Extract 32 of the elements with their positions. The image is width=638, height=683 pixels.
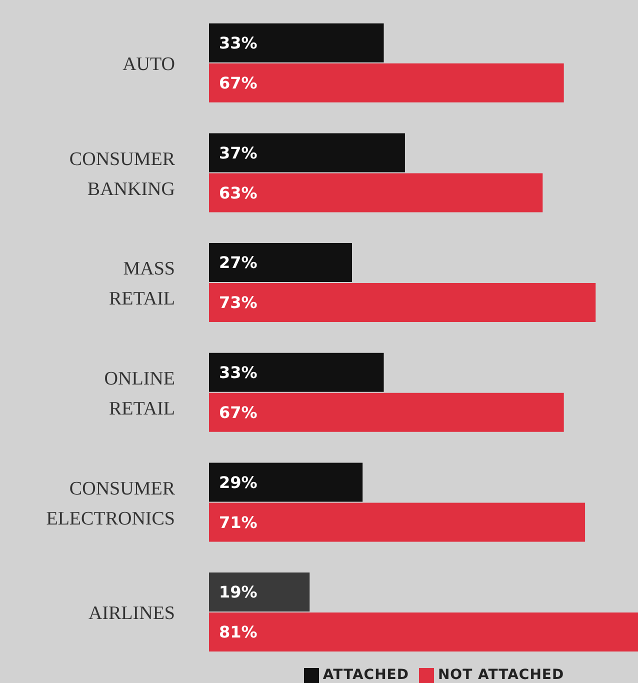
legend-label: ATTACHED — [322, 667, 409, 683]
bar — [209, 572, 310, 612]
data-label: 33% — [219, 363, 258, 382]
bar — [209, 283, 596, 322]
data-label: 71% — [219, 512, 258, 532]
bar — [209, 502, 586, 542]
bar — [209, 23, 384, 62]
data-label: 73% — [219, 293, 258, 312]
bar — [209, 352, 384, 392]
y-tick-label: AUTO — [122, 54, 175, 75]
data-label: 37% — [219, 143, 258, 162]
bar — [209, 63, 564, 102]
data-label: 33% — [219, 34, 258, 53]
bar — [209, 173, 543, 212]
bar — [209, 392, 564, 432]
data-label: 27% — [219, 253, 258, 272]
bar — [209, 133, 405, 172]
bar — [209, 243, 352, 282]
data-label: 19% — [219, 582, 258, 602]
y-tick-label: MASS RETAIL — [108, 258, 175, 310]
data-label: 67% — [219, 74, 258, 93]
data-label: 63% — [219, 183, 258, 202]
y-tick-label: AIRLINES — [88, 603, 175, 624]
data-label: 29% — [219, 472, 258, 492]
data-label: 67% — [219, 403, 258, 422]
y-tick-label: CONSUMER ELECTRONICS — [46, 478, 176, 530]
data-label: 81% — [219, 622, 258, 642]
bar — [209, 612, 638, 652]
bar — [209, 462, 363, 502]
legend-label: NOT ATTACHED — [438, 667, 564, 683]
y-tick-label: ONLINE RETAIL — [104, 368, 175, 420]
y-tick-label: CONSUMER BANKING — [69, 148, 176, 200]
